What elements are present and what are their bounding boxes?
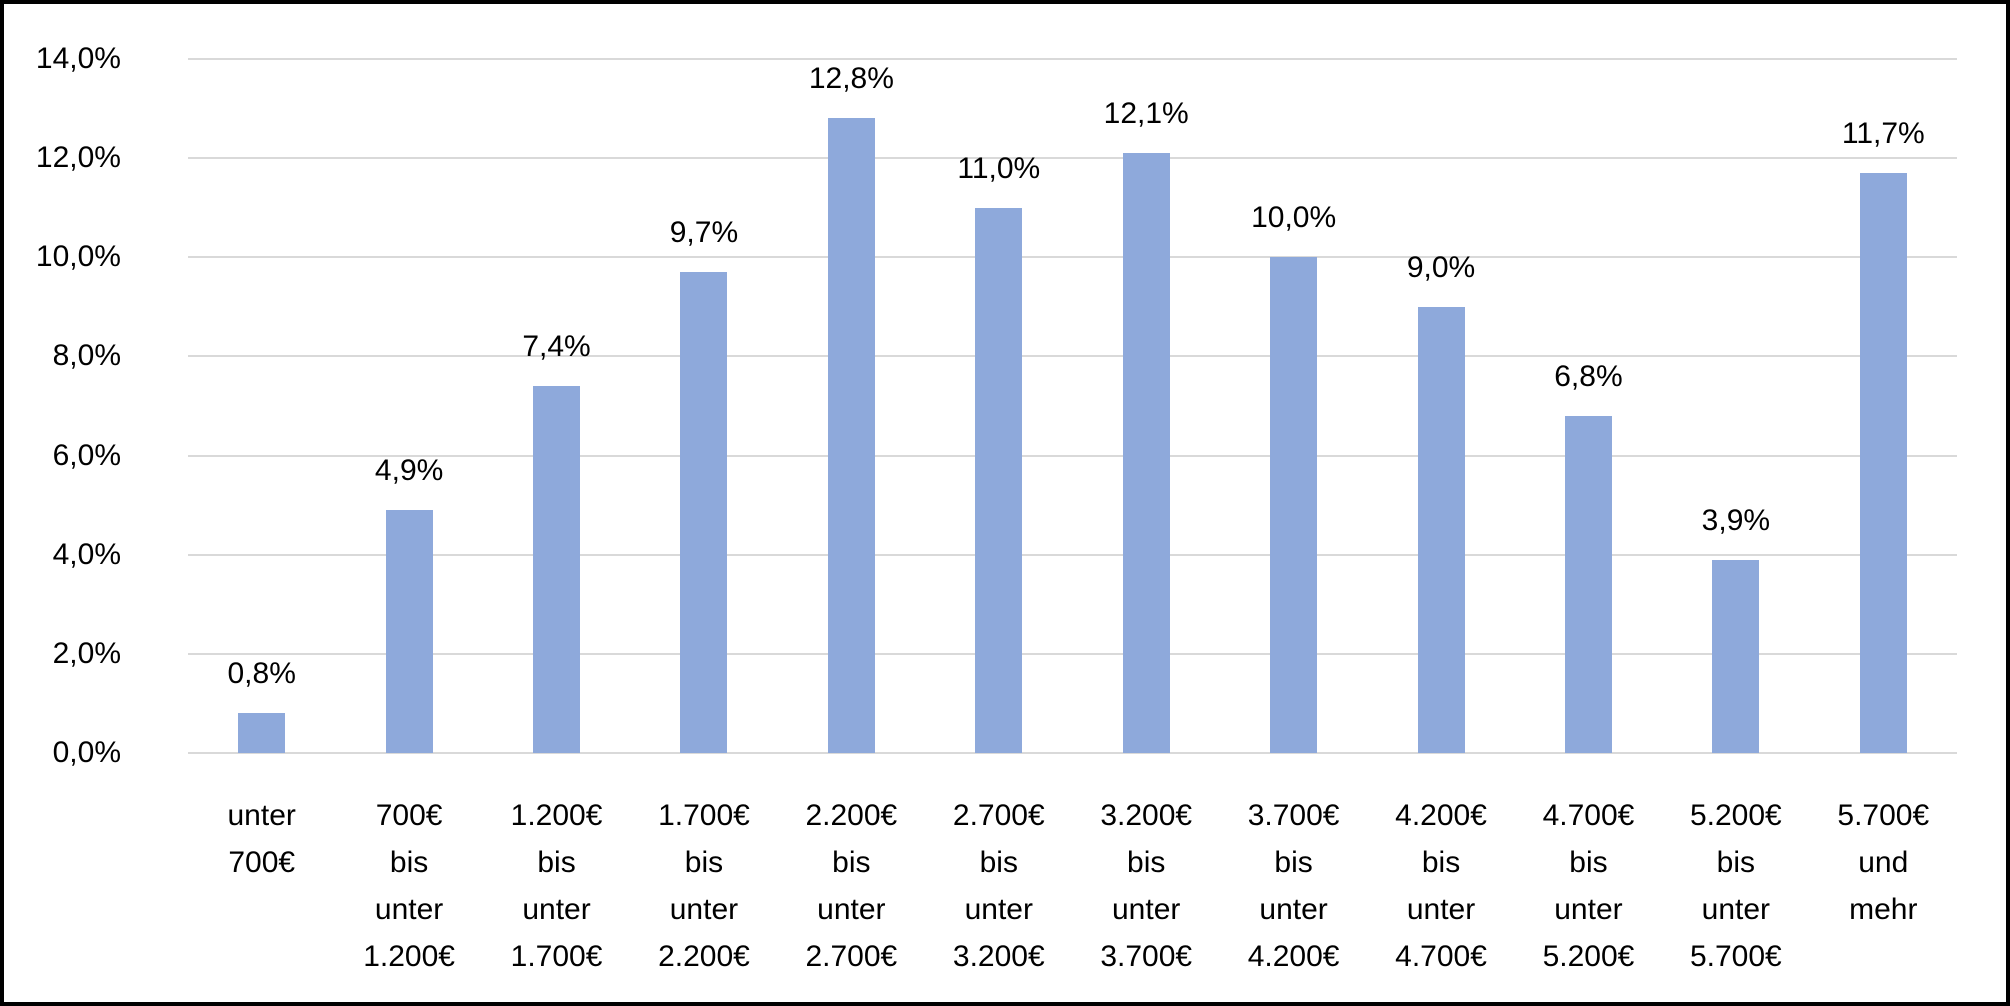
x-axis-category-line: unter: [1259, 893, 1328, 926]
gridline: [188, 454, 1957, 457]
x-axis-category-line: unter: [1701, 893, 1771, 926]
bar: [975, 207, 1023, 753]
x-axis-category-line: unter: [1554, 893, 1623, 926]
x-axis-category-line: bis: [684, 846, 724, 879]
x-axis-category-label: 2.200€ bis unter 2.700€: [778, 792, 925, 980]
x-axis-category-line: unter: [669, 893, 739, 926]
x-axis-category-label: 4.700€ bis unter 5.200€: [1515, 792, 1662, 980]
x-axis-category-line: unter: [1406, 893, 1476, 926]
gridline: [188, 58, 1957, 60]
bar: [827, 118, 875, 753]
bar: [1712, 559, 1760, 753]
x-axis-category-line: 2.700€: [805, 940, 898, 973]
x-axis-category-line: 4.200€: [1395, 799, 1487, 832]
x-axis-category-line: unter: [1112, 893, 1181, 926]
x-axis-category-line: 5.200€: [1689, 799, 1782, 832]
x-axis-category-line: bis: [1716, 846, 1756, 879]
x-axis-category-line: unter: [964, 893, 1033, 926]
x-axis-category-line: unter: [227, 799, 296, 832]
x-axis-category-label: 5.200€ bis unter 5.700€: [1662, 792, 1809, 980]
x-axis-category-line: 1.200€: [363, 940, 455, 973]
x-axis-category-line: mehr: [1849, 893, 1918, 926]
gridline: [188, 256, 1957, 259]
bar-value-label: 12,8%: [808, 62, 894, 96]
bar-value-label: 9,7%: [669, 216, 739, 250]
x-axis-category-line: 4.700€: [1395, 940, 1487, 973]
bar: [1859, 173, 1907, 753]
y-axis-tick-label: 6,0%: [52, 438, 121, 472]
y-axis-tick-label: 10,0%: [35, 240, 121, 274]
x-axis-category-line: und: [1858, 846, 1909, 879]
y-axis-tick-label: 0,0%: [52, 736, 121, 769]
x-axis-category-line: 5.200€: [1542, 940, 1635, 973]
x-axis-category-line: 700€: [228, 846, 296, 879]
x-axis-category-line: 2.200€: [805, 799, 898, 832]
x-axis-category-line: 4.200€: [1247, 940, 1340, 973]
bar: [1564, 415, 1612, 753]
x-axis-category-line: 1.700€: [510, 940, 603, 973]
x-axis-category-line: bis: [1569, 846, 1608, 879]
x-axis-category-line: 3.700€: [1100, 940, 1193, 973]
x-axis-category-line: 700€: [375, 799, 443, 832]
x-axis-category-line: 5.700€: [1837, 799, 1930, 832]
bar-value-label: 0,8%: [227, 657, 296, 691]
bar: [1270, 257, 1318, 753]
x-axis-category-line: 5.700€: [1689, 940, 1782, 973]
x-axis-category-label: 3.200€ bis unter 3.700€: [1073, 792, 1220, 980]
x-axis-category-label: 700€ bis unter 1.200€: [335, 792, 482, 980]
bar: [385, 510, 433, 753]
gridline: [188, 652, 1957, 655]
bar-value-label: 12,1%: [1103, 97, 1189, 131]
bar-value-label: 4,9%: [374, 454, 444, 488]
bar: [533, 386, 581, 753]
bar: [1417, 306, 1465, 753]
x-axis-category-line: 3.200€: [952, 940, 1045, 973]
x-axis-category-line: unter: [817, 893, 886, 926]
y-axis-tick-label: 8,0%: [52, 339, 121, 373]
x-axis-category-line: bis: [832, 846, 871, 879]
x-axis-category-label: 5.700€ und mehr: [1810, 792, 1957, 933]
bar-value-label: 10,0%: [1251, 201, 1337, 235]
x-axis-category-line: bis: [1127, 846, 1166, 879]
x-axis-category-line: bis: [1421, 846, 1461, 879]
gridline: [188, 157, 1957, 160]
gridline: [188, 355, 1957, 358]
bar-value-label: 11,0%: [957, 151, 1041, 185]
y-axis-tick-label: 4,0%: [52, 537, 121, 571]
x-axis-category-line: unter: [522, 893, 591, 926]
bar-value-label: 7,4%: [522, 330, 591, 364]
x-axis-category-line: 3.700€: [1247, 799, 1340, 832]
x-axis-category-line: unter: [374, 893, 444, 926]
x-axis-category-line: 1.700€: [658, 799, 750, 832]
x-axis-category-label: 3.700€ bis unter 4.200€: [1220, 792, 1367, 980]
x-axis-category-line: bis: [979, 846, 1018, 879]
x-axis-category-line: 1.200€: [510, 799, 603, 832]
x-axis-category-line: 4.700€: [1542, 799, 1635, 832]
x-axis-category-line: bis: [537, 846, 576, 879]
bar: [238, 713, 286, 753]
bar-value-label: 6,8%: [1554, 359, 1623, 393]
x-axis-category-label: 1.700€ bis unter 2.200€: [630, 792, 777, 980]
x-axis-category-label: 2.700€ bis unter 3.200€: [925, 792, 1072, 980]
x-axis-category-label: 4.200€ bis unter 4.700€: [1367, 792, 1514, 980]
x-axis-category-line: bis: [1274, 846, 1313, 879]
y-axis-tick-label: 14,0%: [35, 42, 121, 75]
gridline: [188, 553, 1957, 556]
bar-value-label: 11,7%: [1841, 117, 1925, 150]
bar-value-label: 9,0%: [1406, 250, 1476, 284]
x-axis-category-line: 2.700€: [952, 799, 1045, 832]
bar: [1122, 153, 1170, 753]
x-axis-category-label: 1.200€ bis unter 1.700€: [483, 792, 630, 980]
x-axis-line: [188, 752, 1957, 754]
bar-value-label: 3,9%: [1701, 503, 1771, 537]
x-axis-category-label: unter 700€: [188, 792, 335, 886]
bar: [680, 272, 728, 753]
x-axis-category-line: 3.200€: [1100, 799, 1193, 832]
x-axis-category-line: 2.200€: [658, 940, 750, 973]
y-axis-tick-label: 2,0%: [52, 636, 121, 670]
x-axis-category-line: bis: [389, 846, 429, 879]
y-axis-tick-label: 12,0%: [35, 141, 121, 175]
